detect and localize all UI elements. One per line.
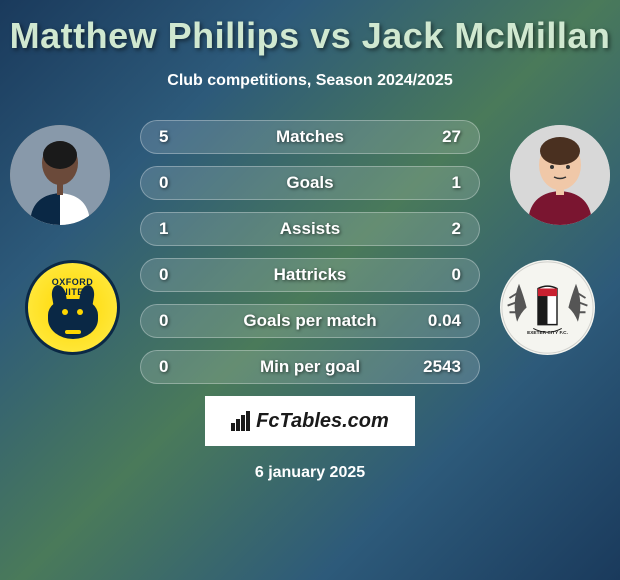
player2-club-badge: EXETER CITY F.C. bbox=[500, 260, 595, 355]
stat-left-value: 0 bbox=[159, 357, 189, 377]
stat-left-value: 5 bbox=[159, 127, 189, 147]
stat-right-value: 0.04 bbox=[428, 311, 461, 331]
stat-left-value: 0 bbox=[159, 265, 189, 285]
stat-row: 0 Goals 1 bbox=[140, 166, 480, 200]
stat-right-value: 1 bbox=[431, 173, 461, 193]
stat-label: Hattricks bbox=[274, 265, 347, 285]
stat-row: 1 Assists 2 bbox=[140, 212, 480, 246]
stat-label: Matches bbox=[276, 127, 344, 147]
stat-label: Assists bbox=[280, 219, 340, 239]
stat-right-value: 27 bbox=[431, 127, 461, 147]
stat-left-value: 1 bbox=[159, 219, 189, 239]
stat-right-value: 2 bbox=[431, 219, 461, 239]
stat-row: 0 Goals per match 0.04 bbox=[140, 304, 480, 338]
fctables-watermark: FcTables.com bbox=[205, 396, 415, 446]
player1-club-badge: OXFORD UNITED bbox=[25, 260, 120, 355]
stat-row: 0 Min per goal 2543 bbox=[140, 350, 480, 384]
stat-row: 0 Hattricks 0 bbox=[140, 258, 480, 292]
player2-avatar bbox=[510, 125, 610, 225]
player1-avatar bbox=[10, 125, 110, 225]
fctables-chart-icon bbox=[231, 411, 250, 431]
page-title: Matthew Phillips vs Jack McMillan bbox=[0, 15, 620, 57]
stat-row: 5 Matches 27 bbox=[140, 120, 480, 154]
stat-left-value: 0 bbox=[159, 311, 189, 331]
svg-text:EXETER CITY F.C.: EXETER CITY F.C. bbox=[527, 330, 568, 336]
stat-right-value: 2543 bbox=[423, 357, 461, 377]
stat-label: Goals bbox=[286, 173, 333, 193]
stat-label: Min per goal bbox=[260, 357, 360, 377]
stat-right-value: 0 bbox=[431, 265, 461, 285]
fctables-label: FcTables.com bbox=[256, 410, 389, 433]
date-label: 6 january 2025 bbox=[0, 464, 620, 482]
stats-table: 5 Matches 27 0 Goals 1 1 Assists 2 0 Hat… bbox=[140, 120, 480, 384]
page-subtitle: Club competitions, Season 2024/2025 bbox=[0, 72, 620, 90]
stat-label: Goals per match bbox=[243, 311, 376, 331]
stat-left-value: 0 bbox=[159, 173, 189, 193]
